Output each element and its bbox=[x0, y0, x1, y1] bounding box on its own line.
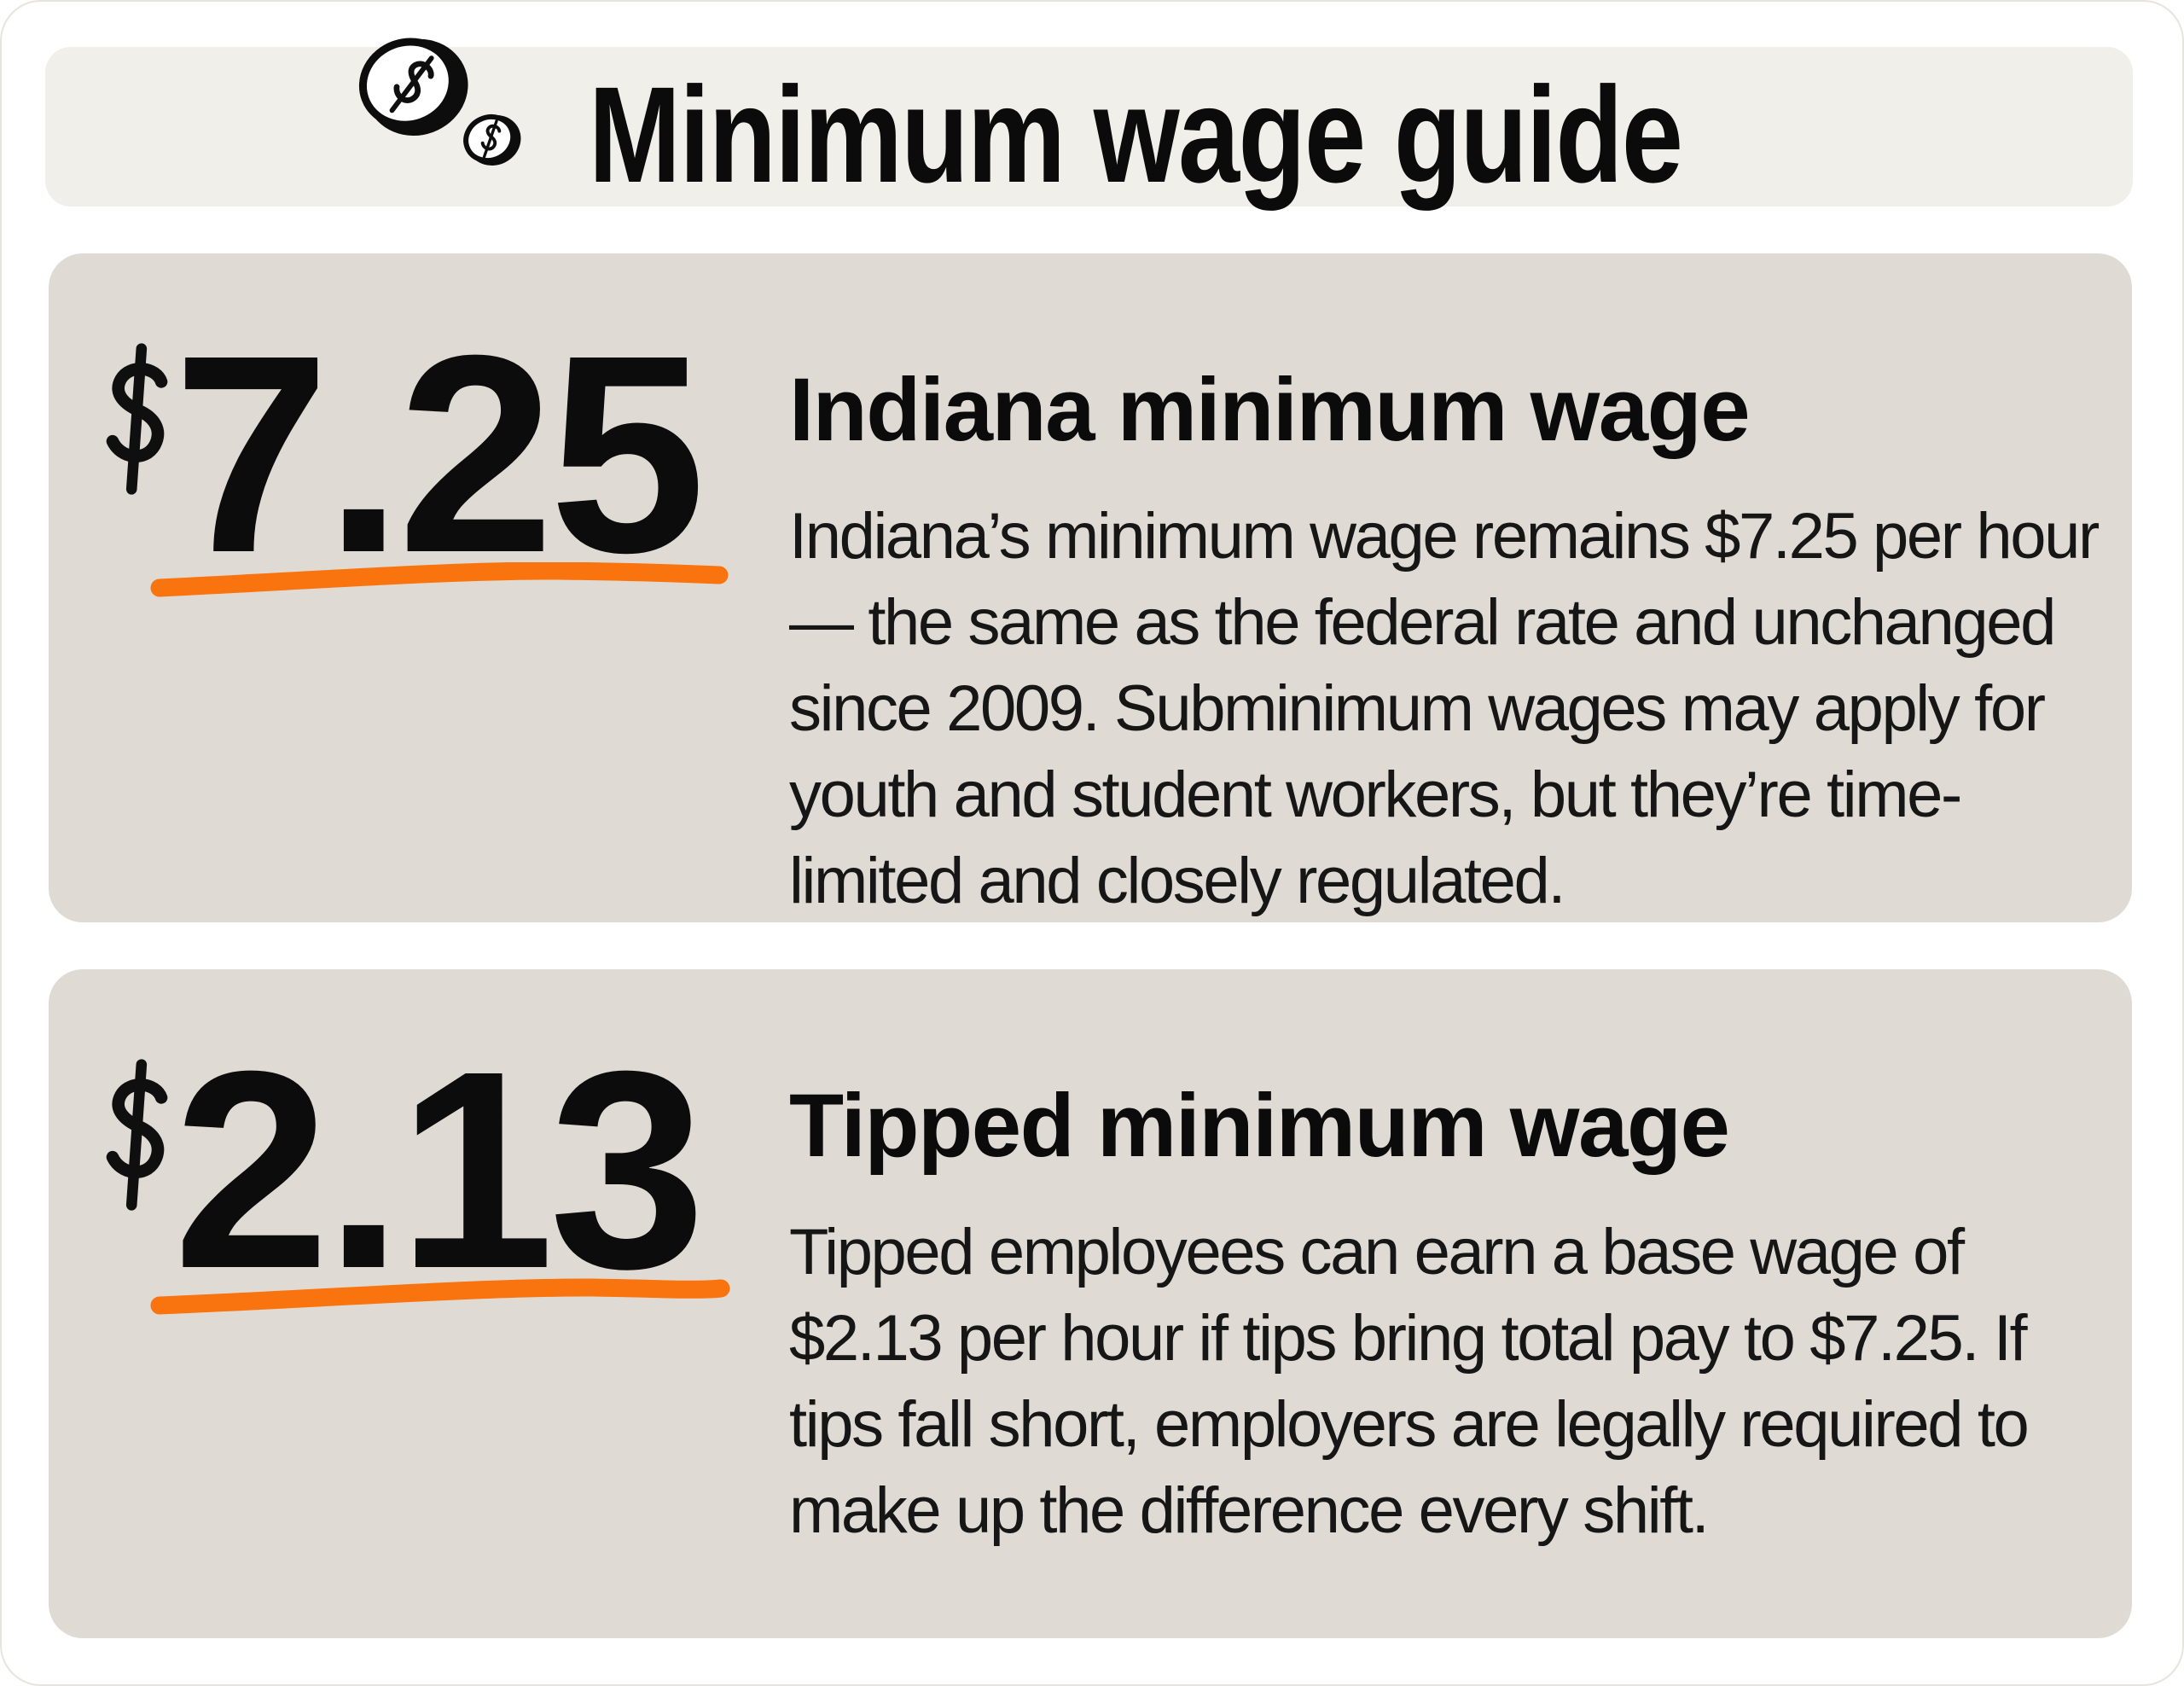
card-indiana-minimum-wage: $ 7.25 Indiana minimum wage Indiana’s mi… bbox=[49, 253, 2132, 922]
page-title: Minimum wage guide bbox=[589, 58, 1683, 211]
card-body: Indiana’s minimum wage remains $7.25 per… bbox=[789, 500, 2100, 918]
card-heading: Tipped minimum wage bbox=[789, 1076, 1730, 1176]
dollar-coins-icon bbox=[358, 38, 521, 166]
card-body: Tipped employees can earn a base wage of… bbox=[789, 1216, 2030, 1548]
hand-drawn-underline bbox=[150, 562, 729, 597]
hand-drawn-underline bbox=[150, 1278, 730, 1315]
wage-amount: 7.25 bbox=[173, 296, 706, 611]
wage-amount: 2.13 bbox=[173, 1012, 706, 1327]
header-bar: Minimum wage guide bbox=[45, 38, 2133, 211]
hand-drawn-dollar-icon bbox=[98, 340, 177, 497]
card-text-column: Tipped minimum wage Tipped employees can… bbox=[789, 1078, 2154, 1554]
card-heading: Indiana minimum wage bbox=[789, 360, 1751, 460]
card-text-column: Indiana minimum wage Indiana’s minimum w… bbox=[789, 363, 2154, 924]
hand-drawn-dollar-icon bbox=[98, 1056, 177, 1213]
card-tipped-minimum-wage: $ 2.13 Tipped minimum wage Tipped employ… bbox=[49, 969, 2132, 1638]
